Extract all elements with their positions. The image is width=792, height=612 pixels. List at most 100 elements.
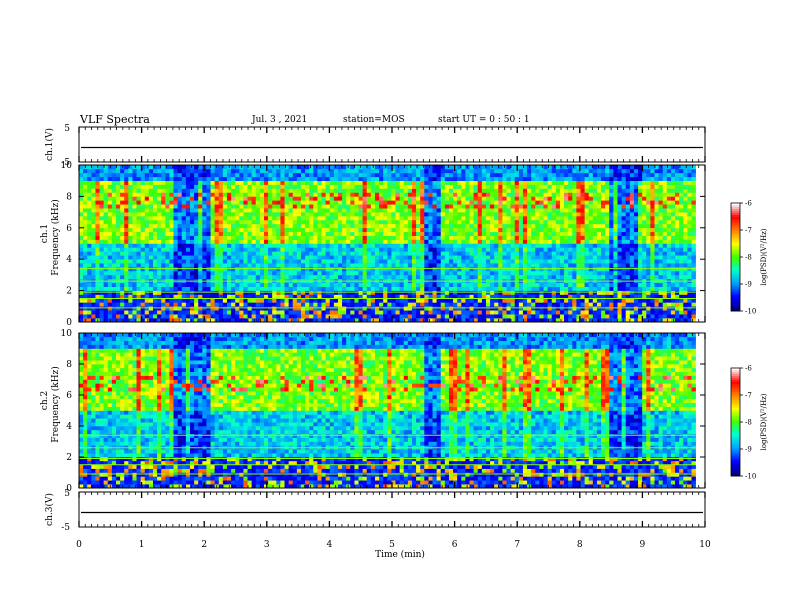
spectrogram-cell: [124, 165, 129, 170]
spectrogram-cell: [222, 184, 228, 189]
spectrogram-cell: [547, 192, 553, 197]
spectrogram-cell: [185, 306, 191, 311]
spectrogram-cell: [333, 188, 339, 193]
spectrogram-cell: [300, 302, 306, 307]
spectrogram-cell: [391, 247, 396, 252]
spectrogram-cell: [288, 255, 294, 260]
spectrogram-cell: [366, 314, 372, 319]
spectrogram-cell: [555, 212, 561, 217]
spectrogram-cell: [383, 200, 388, 205]
spectrogram-cell: [576, 270, 581, 276]
spectrogram-cell: [547, 216, 553, 221]
spectrogram-cell: [440, 251, 446, 256]
spectrogram-cell: [317, 259, 322, 264]
spectrogram-cell: [461, 270, 466, 276]
spectrogram-cell: [576, 263, 581, 268]
spectrogram-cell: [411, 302, 417, 307]
spectrogram-cell: [243, 176, 248, 181]
spectrogram-cell: [194, 290, 199, 295]
spectrogram-cell: [251, 314, 257, 319]
spectrogram-cell: [198, 180, 203, 185]
spectrogram-cell: [210, 267, 215, 272]
spectrogram-cell: [502, 294, 507, 299]
spectrogram-cell: [485, 231, 491, 236]
spectrogram-cell: [539, 239, 544, 244]
spectrogram-cell: [436, 270, 442, 276]
spectrogram-cell: [490, 204, 495, 209]
spectrogram-cell: [477, 282, 483, 287]
spectrogram-cell: [251, 212, 257, 217]
spectrogram-cell: [103, 200, 109, 205]
spectrogram-cell: [140, 223, 146, 229]
spectrogram-cell: [218, 172, 224, 178]
spectrogram-cell: [387, 306, 392, 311]
spectrogram-cell: [161, 208, 166, 213]
spectrogram-cell: [128, 247, 133, 252]
spectrogram-cell: [588, 314, 594, 319]
spectrogram-cell: [259, 290, 265, 295]
spectrogram-cell: [568, 267, 573, 272]
spectrogram-cell: [518, 274, 524, 280]
spectrogram-cell: [387, 219, 392, 225]
spectrogram-cell: [333, 243, 339, 248]
spectrogram-cell: [518, 184, 524, 189]
spectrogram-cell: [477, 302, 483, 307]
spectrogram-cell: [531, 314, 536, 319]
spectrogram-cell: [510, 267, 516, 272]
spectrogram-cell: [202, 251, 207, 256]
spectrogram-cell: [518, 231, 524, 236]
spectrogram-cell: [177, 247, 183, 252]
spectrogram-cell: [329, 168, 335, 174]
spectrogram-cell: [539, 176, 544, 181]
spectrogram-cell: [514, 247, 520, 252]
spectrogram-cell: [477, 286, 483, 291]
spectrogram-cell: [477, 274, 483, 280]
spectrogram-cell: [99, 282, 104, 287]
spectrogram-cell: [177, 290, 183, 295]
spectrogram-cell: [588, 243, 594, 248]
spectrogram-cell: [144, 204, 150, 209]
spectrogram-cell: [333, 274, 339, 280]
spectrogram-cell: [157, 231, 162, 236]
spectrogram-cell: [531, 306, 536, 311]
spectrogram-cell: [370, 259, 376, 264]
spectrogram-cell: [535, 200, 540, 205]
spectrogram-cell: [169, 168, 174, 174]
spectrogram-cell: [321, 274, 326, 280]
spectrogram-cell: [444, 176, 450, 181]
spectrogram-cell: [185, 172, 191, 178]
spectrogram-cell: [485, 243, 491, 248]
spectrogram-cell: [502, 200, 507, 205]
spectrogram-cell: [321, 259, 326, 264]
spectrogram-cell: [329, 270, 335, 276]
spectrogram-cell: [477, 255, 483, 260]
spectrogram-cell: [362, 235, 368, 240]
spectrogram-cell: [333, 219, 339, 225]
spectrogram-cell: [514, 259, 520, 264]
spectrogram-cell: [255, 274, 261, 280]
spectrogram-cell: [222, 239, 228, 244]
spectrogram-cell: [543, 290, 548, 295]
spectrogram-cell: [527, 165, 532, 170]
spectrogram-cell: [448, 184, 454, 189]
spectrogram-cell: [284, 227, 289, 233]
spectrogram-cell: [321, 196, 326, 201]
spectrogram-cell: [337, 247, 343, 252]
spectrogram-cell: [473, 216, 479, 221]
spectrogram-cell: [535, 227, 540, 233]
spectrogram-cell: [222, 172, 228, 178]
spectrogram-cell: [346, 196, 351, 201]
spectrogram-cell: [407, 306, 413, 311]
spectrogram-cell: [280, 184, 285, 189]
spectrogram-cell: [189, 318, 195, 323]
spectrogram-cell: [210, 188, 215, 193]
spectrogram-cell: [313, 314, 318, 319]
spectrogram-cell: [235, 314, 240, 319]
spectrogram-cell: [165, 196, 170, 201]
spectrogram-cell: [407, 204, 413, 209]
spectrogram-cell: [243, 200, 248, 205]
spectrogram-cell: [251, 298, 257, 303]
spectrogram-cell: [362, 223, 368, 229]
spectrogram-cell: [313, 192, 318, 197]
spectrogram-cell: [210, 310, 215, 315]
